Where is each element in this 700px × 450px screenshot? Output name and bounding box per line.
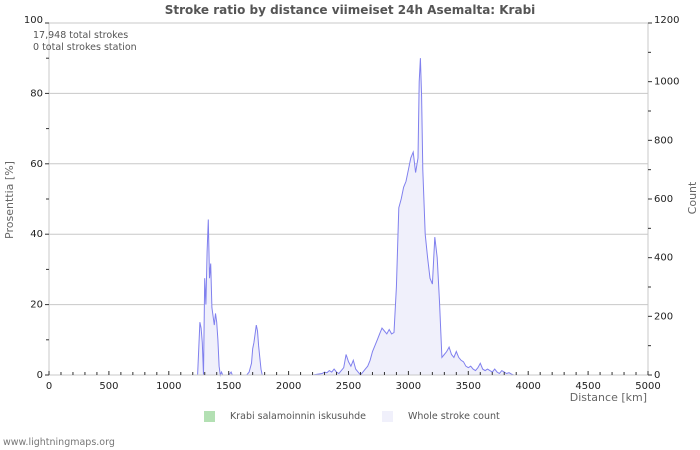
legend-item-ratio: Krabi salamoinnin iskusuhde xyxy=(204,411,366,422)
svg-text:4000: 4000 xyxy=(515,381,540,392)
svg-text:0: 0 xyxy=(37,370,43,381)
count-line xyxy=(197,58,535,377)
svg-text:2000: 2000 xyxy=(276,381,301,392)
grid-lines xyxy=(49,22,648,306)
svg-text:100: 100 xyxy=(24,15,43,26)
svg-text:1500: 1500 xyxy=(216,381,241,392)
svg-text:1200: 1200 xyxy=(654,15,679,26)
svg-text:60: 60 xyxy=(30,159,43,170)
svg-text:5000: 5000 xyxy=(635,381,660,392)
y-right-axis-title: Count xyxy=(686,181,699,214)
svg-text:1000: 1000 xyxy=(156,381,181,392)
svg-text:3500: 3500 xyxy=(456,381,481,392)
ratio-swatch-icon xyxy=(204,411,215,422)
count-area xyxy=(197,58,535,375)
legend-label-ratio: Krabi salamoinnin iskusuhde xyxy=(230,411,366,422)
legend-item-count: Whole stroke count xyxy=(382,411,500,422)
svg-text:3000: 3000 xyxy=(396,381,421,392)
legend-label-count: Whole stroke count xyxy=(408,411,500,422)
svg-text:80: 80 xyxy=(30,88,43,99)
site-credit: www.lightningmaps.org xyxy=(3,437,115,448)
svg-text:400: 400 xyxy=(654,253,673,264)
svg-text:1000: 1000 xyxy=(654,77,679,88)
svg-text:800: 800 xyxy=(654,135,673,146)
svg-text:0: 0 xyxy=(46,381,52,392)
x-axis-title: Distance [km] xyxy=(570,391,647,404)
station-strokes-text: 0 total strokes station xyxy=(33,42,137,53)
total-strokes-text: 17,948 total strokes xyxy=(33,30,129,41)
count-swatch-icon xyxy=(382,411,393,422)
svg-text:0: 0 xyxy=(654,370,660,381)
stroke-totals: 17,948 total strokes 0 total strokes sta… xyxy=(33,30,137,54)
svg-text:500: 500 xyxy=(99,381,118,392)
y-left-axis-title: Prosenttia [%] xyxy=(3,161,16,239)
svg-text:200: 200 xyxy=(654,311,673,322)
svg-text:40: 40 xyxy=(30,229,43,240)
svg-text:2500: 2500 xyxy=(336,381,361,392)
svg-text:600: 600 xyxy=(654,194,673,205)
chart-title: Stroke ratio by distance viimeiset 24h A… xyxy=(164,3,536,17)
svg-text:20: 20 xyxy=(30,300,43,311)
svg-text:4500: 4500 xyxy=(575,381,600,392)
